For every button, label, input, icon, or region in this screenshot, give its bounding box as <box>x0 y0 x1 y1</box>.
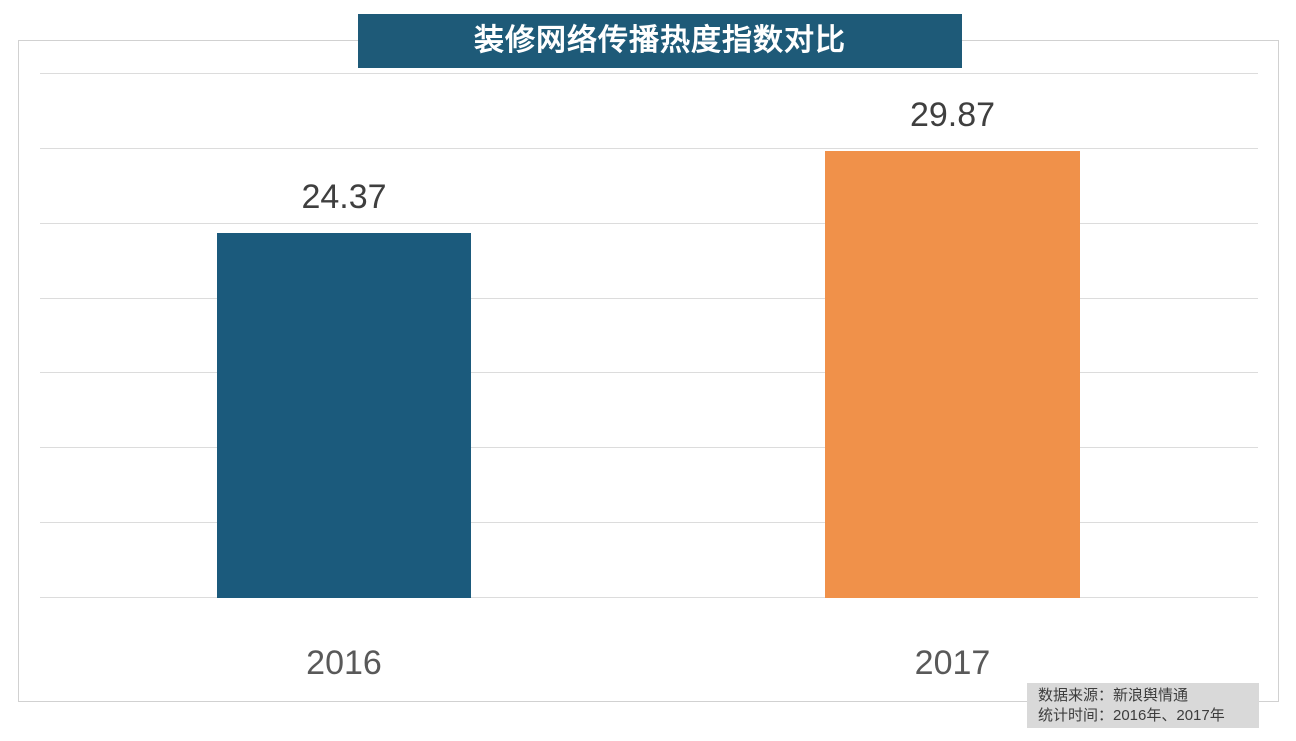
bar-2017 <box>825 151 1080 598</box>
bar-2016 <box>217 233 471 598</box>
value-label-2017: 29.87 <box>909 96 996 134</box>
chart-title: 装修网络传播热度指数对比 <box>358 14 962 68</box>
source-note-line2: 统计时间：2016年、2017年 <box>1038 707 1225 724</box>
x-axis-label-2017: 2017 <box>914 644 991 682</box>
value-label-2016: 24.37 <box>301 178 387 216</box>
gridline <box>40 298 1258 299</box>
bar-group-2016: 24.37 <box>217 74 471 598</box>
gridline <box>40 372 1258 373</box>
gridlines <box>40 73 1258 598</box>
gridline <box>40 223 1258 224</box>
source-note-line1: 数据来源：新浪舆情通 <box>1038 687 1189 704</box>
gridline <box>40 148 1258 149</box>
gridline <box>40 73 1258 74</box>
source-note: 数据来源：新浪舆情通 统计时间：2016年、2017年 <box>1027 683 1259 728</box>
x-axis-label-2016: 2016 <box>306 644 382 682</box>
bar-group-2017: 29.87 <box>825 74 1080 598</box>
gridline <box>40 447 1258 448</box>
gridline <box>40 522 1258 523</box>
gridline <box>40 597 1258 598</box>
